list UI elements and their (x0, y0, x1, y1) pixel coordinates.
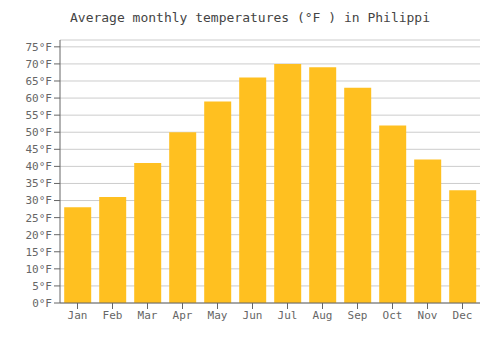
svg-text:20°F: 20°F (26, 229, 53, 242)
svg-text:25°F: 25°F (26, 212, 53, 225)
svg-text:70°F: 70°F (26, 58, 53, 71)
svg-text:10°F: 10°F (26, 263, 53, 276)
svg-text:40°F: 40°F (26, 160, 53, 173)
svg-text:Jun: Jun (243, 309, 263, 322)
svg-text:45°F: 45°F (26, 143, 53, 156)
svg-text:Jul: Jul (278, 309, 298, 322)
svg-text:Nov: Nov (418, 309, 438, 322)
svg-text:50°F: 50°F (26, 126, 53, 139)
svg-text:5°F: 5°F (32, 280, 52, 293)
svg-text:Jan: Jan (68, 309, 88, 322)
svg-text:55°F: 55°F (26, 109, 53, 122)
svg-text:15°F: 15°F (26, 246, 53, 259)
svg-text:Oct: Oct (383, 309, 403, 322)
svg-text:Dec: Dec (453, 309, 473, 322)
svg-text:65°F: 65°F (26, 75, 53, 88)
html-text:Average monthly temperatures (: Average monthly temperatures (°F ) in Ph… (70, 10, 430, 25)
svg-text:Mar: Mar (138, 309, 158, 322)
svg-text:30°F: 30°F (26, 194, 53, 207)
svg-text:0°F: 0°F (32, 297, 52, 310)
svg-text:Feb: Feb (103, 309, 123, 322)
svg-text:Apr: Apr (173, 309, 193, 322)
svg-text:May: May (208, 309, 228, 322)
svg-text:75°F: 75°F (26, 41, 53, 54)
svg-text:60°F: 60°F (26, 92, 53, 105)
svg-text:Sep: Sep (348, 309, 368, 322)
svg-text:35°F: 35°F (26, 177, 53, 190)
svg-text:Aug: Aug (313, 309, 333, 322)
